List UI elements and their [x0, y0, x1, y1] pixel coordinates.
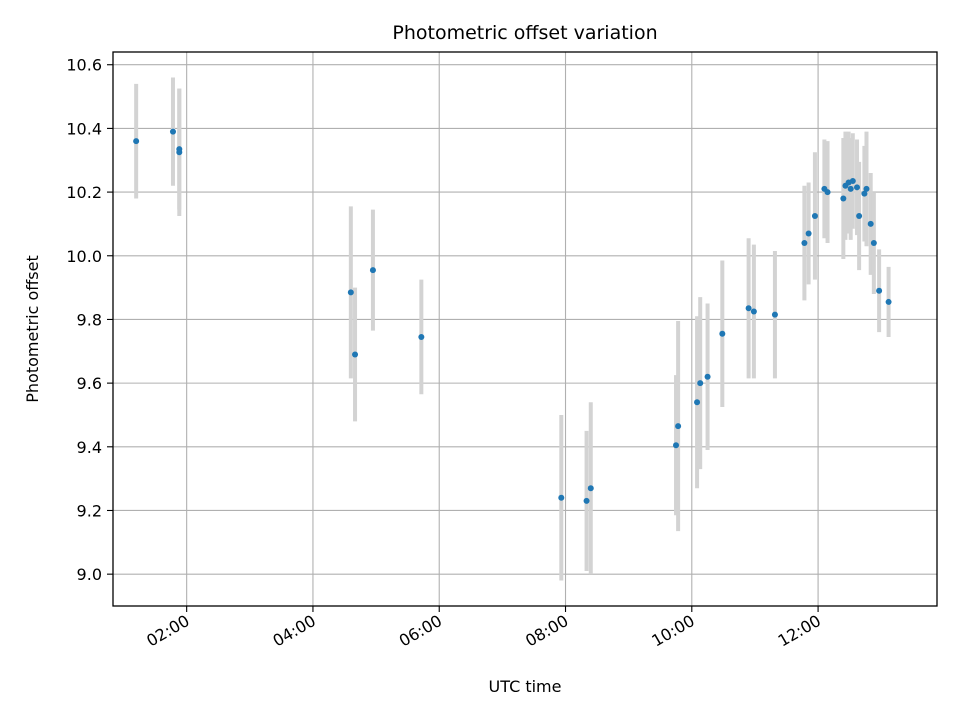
y-tick-label: 10.0: [66, 247, 102, 266]
data-point: [704, 373, 711, 380]
data-point: [849, 177, 856, 184]
plot-frame: [112, 51, 938, 607]
data-point: [169, 128, 176, 135]
y-tick-label: 9.2: [77, 501, 102, 520]
data-point: [369, 267, 376, 274]
data-point: [854, 184, 861, 191]
data-point: [558, 494, 565, 501]
y-tick-label: 10.4: [66, 119, 102, 138]
data-point: [750, 308, 757, 315]
data-point: [418, 333, 425, 340]
data-point: [801, 240, 808, 247]
data-point: [840, 195, 847, 202]
data-point: [745, 305, 752, 312]
data-point: [587, 485, 594, 492]
data-point: [673, 442, 680, 449]
chart-title: Photometric offset variation: [392, 22, 657, 44]
data-point: [347, 289, 354, 296]
point-layer: [133, 128, 892, 504]
y-tick-label: 9.0: [77, 565, 102, 584]
data-point: [811, 212, 818, 219]
data-point: [697, 380, 704, 387]
data-point: [876, 287, 883, 294]
data-point: [861, 190, 868, 197]
data-point: [771, 311, 778, 318]
data-point: [675, 423, 682, 430]
y-axis-label: Photometric offset: [23, 255, 42, 403]
x-axis-label: UTC time: [489, 677, 562, 696]
data-point: [870, 240, 877, 247]
data-point: [805, 230, 812, 237]
y-tick-label: 9.4: [77, 438, 102, 457]
data-point: [863, 185, 870, 192]
y-tick-label: 10.2: [66, 183, 102, 202]
data-point: [694, 399, 701, 406]
data-point: [719, 330, 726, 337]
data-point: [885, 298, 892, 305]
data-point: [352, 351, 359, 358]
y-tick-label: 10.6: [66, 56, 102, 75]
data-point: [867, 220, 874, 227]
data-point: [824, 189, 831, 196]
data-point: [176, 149, 183, 156]
data-point: [583, 497, 590, 504]
data-point: [847, 185, 854, 192]
data-point: [133, 138, 140, 145]
y-tick-label: 9.6: [77, 374, 102, 393]
y-tick-label: 9.8: [77, 310, 102, 329]
data-point: [856, 212, 863, 219]
grid-layer: [113, 52, 937, 606]
